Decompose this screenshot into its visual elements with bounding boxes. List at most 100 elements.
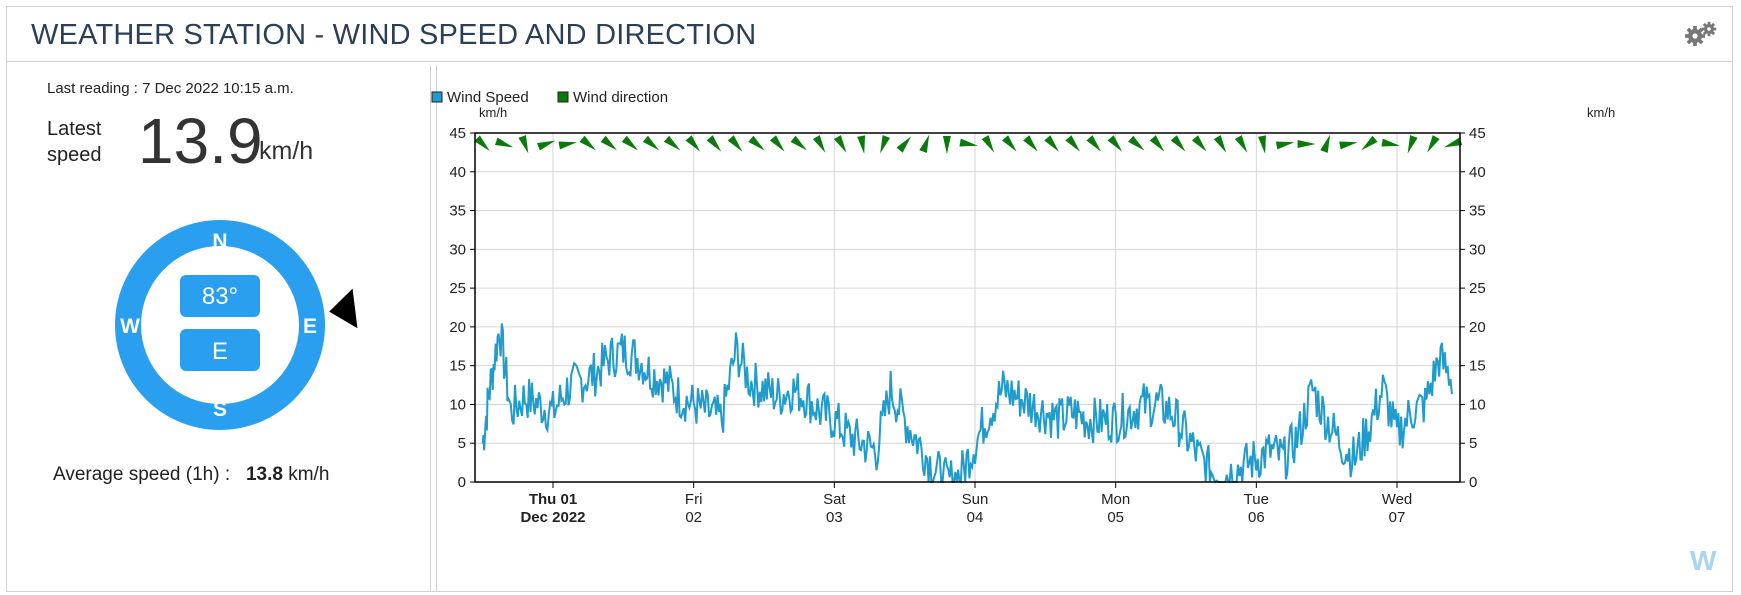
y-tick-label-right: 20 — [1469, 319, 1486, 336]
y-tick-label-right: 30 — [1469, 241, 1486, 258]
wind-direction-arrow — [1361, 135, 1378, 151]
wind-direction-arrow-head — [1001, 135, 1017, 152]
wind-direction-arrow — [942, 136, 951, 154]
wind-direction-arrow — [474, 135, 490, 152]
wind-direction-arrow — [769, 135, 785, 152]
wind-direction-arrow-head — [790, 135, 807, 151]
latest-speed-value: 13.9 — [138, 105, 263, 177]
wind-speed-line — [481, 323, 1453, 484]
wind-direction-arrow — [896, 136, 912, 153]
x-tick-label-day: Sat — [823, 491, 846, 508]
wind-direction-arrow — [1065, 135, 1080, 152]
compass-east: E — [303, 315, 317, 338]
wind-direction-arrow-head — [518, 135, 529, 154]
y-tick-label-left: 20 — [449, 319, 466, 336]
wind-direction-arrow-head — [1381, 138, 1400, 147]
x-tick-label-date: Dec 2022 — [520, 509, 585, 526]
wind-direction-arrow — [1443, 137, 1463, 148]
wind-direction-arrow — [1170, 135, 1186, 152]
wind-direction-arrow-head — [494, 137, 514, 148]
x-tick-label-date: 03 — [826, 509, 843, 526]
direction-pointer — [329, 288, 358, 329]
x-tick-label-date: 06 — [1248, 509, 1265, 526]
compass-west: W — [120, 315, 140, 338]
x-tick-label-day: Sun — [962, 491, 989, 508]
wind-direction-arrow — [812, 135, 826, 153]
wind-direction-arrow — [1128, 135, 1145, 151]
wind-direction-arrow-head — [1128, 135, 1145, 151]
wind-direction-arrow-head — [1427, 135, 1440, 153]
average-speed-label: Average speed (1h) : — [53, 464, 231, 485]
wind-direction-arrow-head — [1023, 135, 1038, 152]
gears-icon[interactable] — [1684, 21, 1718, 47]
wind-direction-arrow — [1213, 135, 1227, 153]
wind-direction-arrow-head — [537, 140, 556, 151]
wind-direction-arrow — [1258, 135, 1266, 154]
wind-direction-arrow — [1427, 135, 1440, 153]
legend-label-direction: Wind direction — [573, 89, 668, 106]
wind-direction-arrow-head — [769, 135, 785, 152]
wind-direction-arrow — [663, 135, 681, 151]
y-tick-label-left: 10 — [449, 396, 466, 413]
x-tick-label-day: Mon — [1101, 491, 1130, 508]
y-tick-label-left: 5 — [458, 435, 466, 452]
chart-legend: Wind Speed Wind direction — [431, 89, 668, 106]
wind-direction-arrow-head — [1191, 135, 1207, 152]
wind-direction-arrow — [919, 134, 930, 153]
y-tick-label-left: 40 — [449, 164, 466, 181]
wind-direction-arrow — [833, 135, 847, 153]
wind-direction-arrow — [1339, 141, 1358, 150]
wind-direction-arrow-head — [942, 136, 951, 154]
wind-direction-arrow-head — [981, 135, 995, 153]
last-reading-value: 7 Dec 2022 10:15 a.m. — [142, 80, 294, 97]
left-axis-unit: km/h — [479, 105, 507, 120]
legend-swatch-speed — [431, 91, 443, 103]
wind-direction-arrow-head — [474, 135, 490, 152]
last-reading: Last reading : 7 Dec 2022 10:15 a.m. — [47, 80, 294, 97]
wind-direction-arrow — [537, 140, 556, 151]
wind-direction-arrow — [1023, 135, 1038, 152]
wind-direction-arrow-head — [558, 141, 577, 150]
average-speed-unit: km/h — [288, 464, 330, 485]
cardinal-box — [180, 329, 260, 371]
x-tick-label-date: 05 — [1107, 509, 1124, 526]
wind-direction-arrow — [558, 141, 577, 150]
y-tick-label-left: 0 — [458, 474, 466, 491]
y-axes: 0 0 5 5 10 10 15 15 20 20 25 25 30 30 35 35 40 40 45 45 — [449, 125, 1485, 491]
wind-direction-arrow-head — [706, 135, 722, 152]
wind-direction-arrow-head — [1275, 141, 1295, 150]
wind-compass: N S W E 83° E — [115, 220, 358, 430]
wind-direction-arrow — [1297, 140, 1316, 148]
plot-frame — [474, 132, 1461, 483]
widget-title: WEATHER STATION - WIND SPEED AND DIRECTI… — [31, 19, 757, 51]
wind-direction-arrow-head — [1086, 135, 1102, 152]
wind-direction-arrow — [1191, 135, 1207, 152]
wind-direction-arrow-head — [600, 135, 617, 151]
legend-swatch-direction — [557, 91, 569, 103]
wind-direction-arrow-head — [1170, 135, 1186, 152]
latest-speed-label: Latest speed — [47, 118, 102, 166]
wind-direction-arrow — [790, 135, 807, 151]
wind-direction-arrow-head — [1258, 135, 1266, 154]
wind-direction-arrow — [621, 135, 639, 151]
y-tick-label-left: 15 — [449, 358, 466, 375]
wind-direction-arrow-head — [1234, 135, 1248, 153]
wind-direction-arrow-head — [1044, 135, 1059, 152]
wind-direction-arrow-head — [857, 135, 866, 154]
wind-direction-arrow-head — [919, 134, 930, 153]
average-speed-value: 13.8 — [245, 464, 283, 485]
wind-direction-arrow-head — [1297, 140, 1316, 148]
y-tick-label-left: 45 — [449, 125, 466, 142]
wind-direction-arrow — [642, 135, 660, 151]
wind-direction-arrow-head — [685, 135, 701, 152]
wind-direction-arrow — [880, 135, 891, 154]
wind-direction-arrow — [1234, 135, 1248, 153]
wind-direction-arrow-head — [1213, 135, 1227, 153]
wind-direction-arrow — [1086, 135, 1102, 152]
compass-ring — [115, 220, 325, 430]
x-tick-label-day: Thu 01 — [529, 491, 577, 508]
x-tick-label-date: 04 — [967, 509, 984, 526]
wind-direction-arrow-head — [1320, 134, 1331, 153]
x-tick-label-date: 02 — [685, 509, 702, 526]
wind-direction-arrow-head — [727, 135, 743, 152]
